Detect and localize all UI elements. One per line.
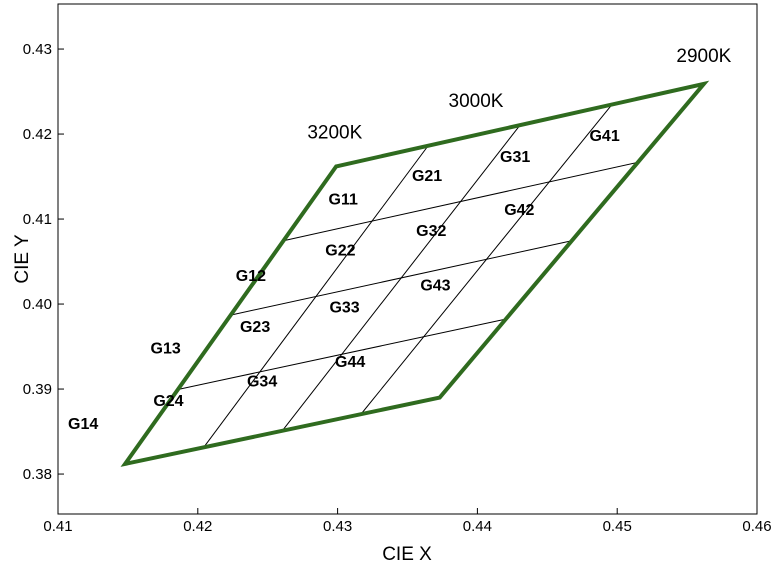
x-axis-label: CIE X — [382, 544, 432, 565]
cct-labels: 3200K 3000K 2900K — [307, 46, 731, 144]
grid-line-row — [177, 318, 506, 390]
cct-label: 3200K — [307, 122, 362, 143]
bin-label-g31: G31 — [500, 149, 530, 166]
grid-line-column — [281, 124, 521, 432]
bin-label-g12: G12 — [236, 268, 266, 285]
grid-line-column — [360, 104, 613, 415]
y-axis-ticks: 0.38 0.39 0.40 0.41 0.42 0.43 — [23, 41, 64, 483]
bin-label-g24: G24 — [153, 393, 183, 410]
bin-label-g11: G11 — [329, 192, 358, 209]
cct-label: 3000K — [449, 91, 504, 112]
bin-label-g14: G14 — [68, 416, 98, 433]
x-tick-label: 0.42 — [183, 518, 212, 535]
x-tick-label: 0.44 — [463, 518, 492, 535]
bin-label-g34: G34 — [247, 374, 277, 391]
y-tick-label: 0.41 — [23, 211, 52, 228]
bin-label-g44: G44 — [335, 354, 365, 371]
y-tick-label: 0.38 — [23, 466, 52, 483]
x-tick-label: 0.43 — [323, 518, 352, 535]
y-tick-label: 0.43 — [23, 41, 52, 58]
y-tick-label: 0.39 — [23, 381, 52, 398]
x-axis-ticks: 0.41 0.42 0.43 0.44 0.45 0.46 — [43, 508, 772, 535]
y-axis-label: CIE Y — [12, 234, 33, 284]
y-tick-label: 0.40 — [23, 296, 52, 313]
bin-grid-lines — [177, 104, 638, 448]
bin-label-g43: G43 — [420, 278, 450, 295]
y-tick-label: 0.42 — [23, 126, 52, 143]
bin-label-g33: G33 — [329, 300, 359, 317]
bin-label-g23: G23 — [240, 319, 270, 336]
x-tick-label: 0.41 — [43, 518, 72, 535]
bin-label-g32: G32 — [416, 223, 446, 240]
bin-label-g13: G13 — [151, 340, 181, 357]
plot-frame — [57, 3, 758, 515]
bin-label-g22: G22 — [325, 243, 355, 260]
bin-outline-quadrilateral — [120, 80, 710, 467]
x-tick-label: 0.45 — [603, 518, 632, 535]
bin-label-g21: G21 — [412, 168, 442, 185]
cct-label: 2900K — [676, 46, 731, 67]
bin-labels: G11 G12 G13 G14 G21 G22 G23 G24 G31 G32 G33 G34 G41 G… — [68, 128, 620, 433]
x-tick-label: 0.46 — [742, 518, 771, 535]
bin-label-g42: G42 — [504, 202, 534, 219]
bin-label-g41: G41 — [589, 128, 619, 145]
